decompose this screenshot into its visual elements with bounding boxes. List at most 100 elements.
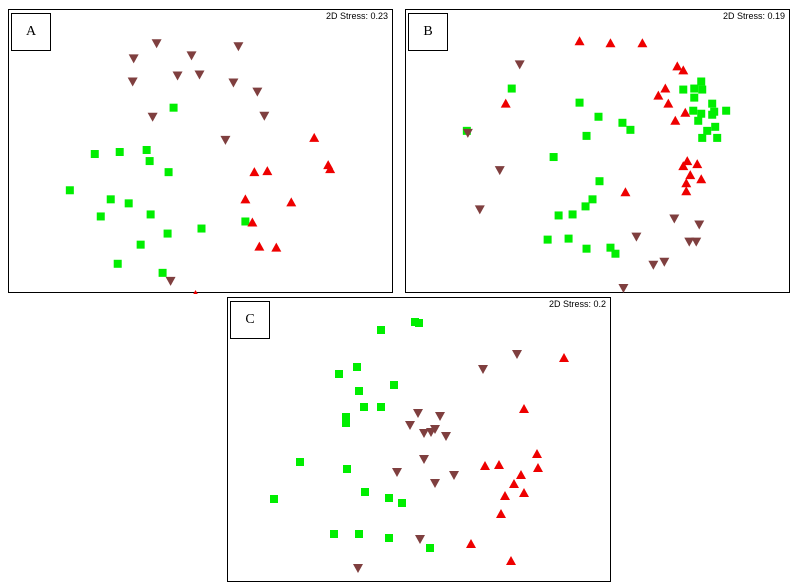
triangle-up-point xyxy=(672,61,683,71)
triangle-up-point xyxy=(574,36,585,46)
square-point xyxy=(355,387,363,395)
triangle-up-point xyxy=(653,90,664,100)
triangle-down-point xyxy=(618,283,629,293)
square-point xyxy=(564,234,573,243)
square-point xyxy=(146,210,155,219)
stress-value-a: 2D Stress: 0.23 xyxy=(325,11,388,21)
triangle-up-point xyxy=(240,194,251,204)
square-point xyxy=(241,217,250,226)
triangle-down-point xyxy=(128,54,139,64)
triangle-up-point xyxy=(249,167,260,177)
square-point xyxy=(136,240,145,249)
square-point xyxy=(618,118,627,127)
triangle-up-point xyxy=(247,217,258,227)
triangle-up-point xyxy=(533,463,543,472)
triangle-up-point xyxy=(286,197,297,207)
triangle-up-point xyxy=(500,491,510,500)
triangle-up-point xyxy=(193,290,198,294)
scatter-plot-b xyxy=(462,36,731,293)
square-point xyxy=(698,133,707,142)
square-point xyxy=(549,153,558,162)
square-point xyxy=(694,116,703,125)
square-point xyxy=(708,99,717,108)
square-point xyxy=(169,103,178,112)
triangle-up-point xyxy=(692,159,703,169)
square-point xyxy=(697,77,706,86)
triangle-up-point xyxy=(309,132,320,142)
square-point xyxy=(679,85,688,94)
square-point xyxy=(145,157,154,166)
triangle-up-point xyxy=(681,178,692,188)
triangle-down-point xyxy=(691,237,702,247)
square-point xyxy=(355,530,363,538)
square-point xyxy=(690,93,699,102)
triangle-up-point xyxy=(519,488,529,497)
triangle-up-point xyxy=(254,241,265,251)
triangle-down-point xyxy=(165,276,176,286)
triangle-down-point xyxy=(478,365,488,374)
triangle-up-point xyxy=(480,461,490,470)
square-point xyxy=(115,148,124,156)
square-point xyxy=(398,499,406,507)
panel-label-c: C xyxy=(230,301,270,339)
triangle-down-point xyxy=(659,257,670,267)
triangle-down-point xyxy=(512,350,522,359)
triangle-up-point xyxy=(559,353,569,362)
square-point xyxy=(124,199,133,208)
square-point xyxy=(711,122,720,131)
triangle-up-point xyxy=(494,460,504,469)
triangle-up-point xyxy=(682,156,693,166)
triangle-up-point xyxy=(271,242,282,252)
triangle-up-point xyxy=(466,539,476,548)
triangle-down-point xyxy=(186,51,197,61)
square-point xyxy=(713,133,722,142)
triangle-down-point xyxy=(413,409,423,418)
square-point xyxy=(697,109,706,118)
square-point xyxy=(361,488,369,496)
square-point xyxy=(588,195,597,204)
scatter-plot-c xyxy=(270,318,569,573)
triangle-down-point xyxy=(172,71,183,81)
triangle-up-point xyxy=(500,98,511,108)
square-point xyxy=(353,363,361,371)
triangle-up-point xyxy=(325,164,336,174)
triangle-down-point xyxy=(474,205,485,215)
triangle-up-point xyxy=(532,449,542,458)
square-point xyxy=(708,110,717,119)
stress-value-b: 2D Stress: 0.19 xyxy=(722,11,785,21)
triangle-up-point xyxy=(506,556,516,565)
square-point xyxy=(507,84,516,93)
triangle-down-point xyxy=(220,135,231,145)
triangle-down-point xyxy=(353,564,363,573)
triangle-up-point xyxy=(509,479,519,488)
square-point xyxy=(342,413,350,421)
square-point xyxy=(595,177,604,186)
triangle-down-point xyxy=(233,42,244,52)
square-point xyxy=(342,419,350,427)
triangle-down-point xyxy=(419,455,429,464)
triangle-down-point xyxy=(441,432,451,441)
square-point xyxy=(582,131,591,140)
triangle-up-point xyxy=(663,98,674,108)
triangle-up-point xyxy=(262,166,273,176)
triangle-up-point xyxy=(680,107,691,117)
triangle-down-point xyxy=(435,412,445,421)
square-point xyxy=(722,106,731,115)
triangle-down-point xyxy=(151,39,162,49)
triangle-down-point xyxy=(684,237,695,247)
square-point xyxy=(90,150,99,159)
triangle-up-point xyxy=(685,170,696,180)
square-point xyxy=(703,126,712,135)
panel-label-a: A xyxy=(11,13,51,51)
triangle-down-point xyxy=(694,220,705,230)
triangle-up-point xyxy=(660,83,671,93)
square-point xyxy=(568,210,577,219)
triangle-down-point xyxy=(127,77,138,87)
triangle-down-point xyxy=(631,232,642,242)
scatter-plot-a xyxy=(65,39,336,294)
square-point xyxy=(158,268,167,277)
panel-b: B 2D Stress: 0.19 xyxy=(405,9,790,293)
square-point xyxy=(106,195,115,204)
square-point xyxy=(270,495,278,503)
triangle-down-point xyxy=(430,479,440,488)
